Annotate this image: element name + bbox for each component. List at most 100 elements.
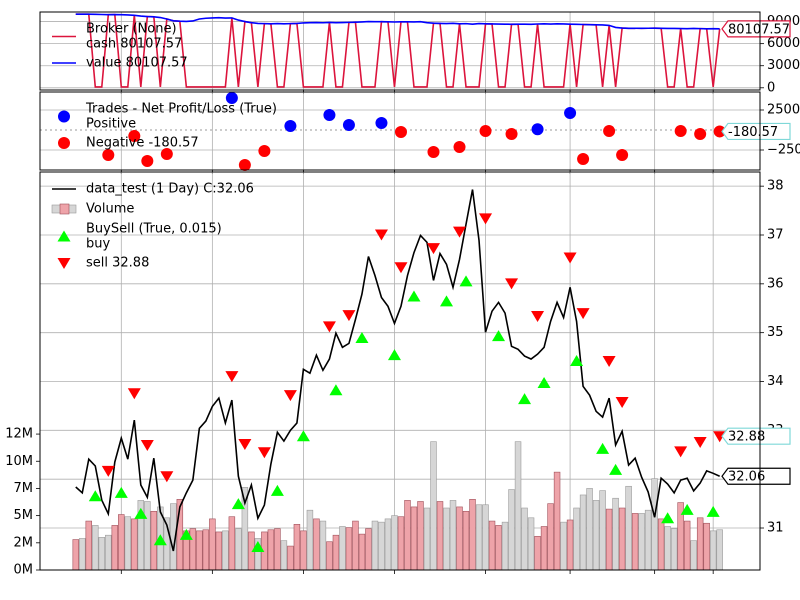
volume-bar <box>436 501 444 571</box>
volume-bar <box>332 534 340 571</box>
marker <box>342 119 355 131</box>
y2-tick-label: 0M <box>14 563 34 578</box>
legend-label: Volume <box>86 202 134 217</box>
volume-bar <box>456 506 463 571</box>
volume-bar <box>638 513 645 571</box>
volume-bar <box>287 545 294 571</box>
legend-title: Trades - Net Profit/Loss (True) <box>85 102 277 117</box>
volume-bar <box>111 525 119 571</box>
marker <box>674 125 687 137</box>
volume-bar <box>144 501 151 571</box>
volume-bar <box>651 478 658 571</box>
marker <box>270 484 284 496</box>
volume-bar <box>443 507 450 571</box>
marker <box>505 278 519 290</box>
volume-bar <box>92 525 99 571</box>
volume-bar <box>326 541 333 571</box>
marker <box>101 465 115 477</box>
legend-label: buy <box>86 237 110 252</box>
series-line <box>75 189 720 552</box>
marker <box>531 311 545 323</box>
marker <box>160 148 173 160</box>
marker <box>440 295 454 307</box>
marker <box>387 349 401 361</box>
value-tag <box>721 122 791 141</box>
volume-bar <box>696 517 704 571</box>
marker <box>114 486 128 498</box>
marker <box>459 275 473 287</box>
marker <box>576 308 590 320</box>
volume-bar <box>547 503 554 571</box>
volume-bar <box>566 519 574 571</box>
legend-title: BuySell (True, 0.015) <box>86 222 222 237</box>
volume-bar <box>358 533 366 571</box>
volume-bar <box>430 441 437 571</box>
marker <box>88 490 102 502</box>
volume-bar <box>384 518 392 571</box>
volume-bar <box>228 516 236 571</box>
volume-bar <box>703 522 710 571</box>
marker <box>453 141 466 153</box>
panel-frame <box>39 91 761 171</box>
volume-bar <box>462 510 470 571</box>
volume-bar <box>475 504 483 571</box>
volume-bar <box>709 530 717 571</box>
marker <box>713 431 727 443</box>
volume-bar <box>306 509 314 571</box>
volume-bar <box>625 485 632 571</box>
marker <box>563 252 577 264</box>
volume-bar <box>644 509 652 571</box>
volume-bar <box>410 506 418 571</box>
volume-bar <box>690 540 697 571</box>
y-tick-label: 30000 <box>767 58 800 73</box>
volume-bar <box>670 528 678 571</box>
marker <box>616 149 629 161</box>
volume-bar <box>339 526 346 571</box>
y2-tick-label: 12M <box>5 427 33 442</box>
marker <box>570 354 584 366</box>
marker <box>153 534 167 546</box>
volume-bar <box>540 526 548 571</box>
legend-label: data_test (1 Day) C:32.06 <box>86 182 254 197</box>
legend-label: cash 80107.57 <box>86 37 182 52</box>
marker <box>492 330 506 342</box>
volume-bar <box>189 528 197 571</box>
volume-bar <box>293 524 301 571</box>
y-tick-label: 2500 <box>767 103 800 118</box>
y2-tick-label: 7M <box>14 481 34 496</box>
volume-bar <box>85 520 93 571</box>
marker <box>603 125 616 137</box>
marker <box>375 117 388 129</box>
marker <box>322 321 336 333</box>
panel-frame <box>39 171 761 571</box>
marker <box>518 393 532 405</box>
volume-bar <box>345 527 353 571</box>
volume-bar <box>391 515 398 571</box>
volume-bar <box>72 539 79 571</box>
volume-bar <box>131 518 138 571</box>
marker <box>238 159 251 171</box>
value-tag-label: 32.88 <box>728 430 765 445</box>
marker <box>661 512 675 524</box>
volume-bar <box>657 518 665 571</box>
volume-bar <box>631 513 639 571</box>
volume-bar <box>79 538 86 571</box>
marker <box>674 446 688 458</box>
volume-bar <box>98 537 106 571</box>
series-line <box>75 13 721 88</box>
legend-label: Positive <box>86 117 136 132</box>
marker <box>179 528 193 540</box>
volume-bar <box>378 521 385 571</box>
legend-label: sell 32.88 <box>86 256 149 271</box>
volume-bar <box>664 526 671 571</box>
marker <box>257 447 271 459</box>
value-tag <box>721 20 791 38</box>
volume-bar <box>605 508 613 571</box>
volume-bar <box>612 497 619 571</box>
legend-label: Negative -180.57 <box>86 136 199 151</box>
volume-bar <box>482 504 489 571</box>
volume-bar <box>449 500 457 571</box>
y-tick-label: 37 <box>767 227 784 242</box>
marker <box>609 463 623 475</box>
